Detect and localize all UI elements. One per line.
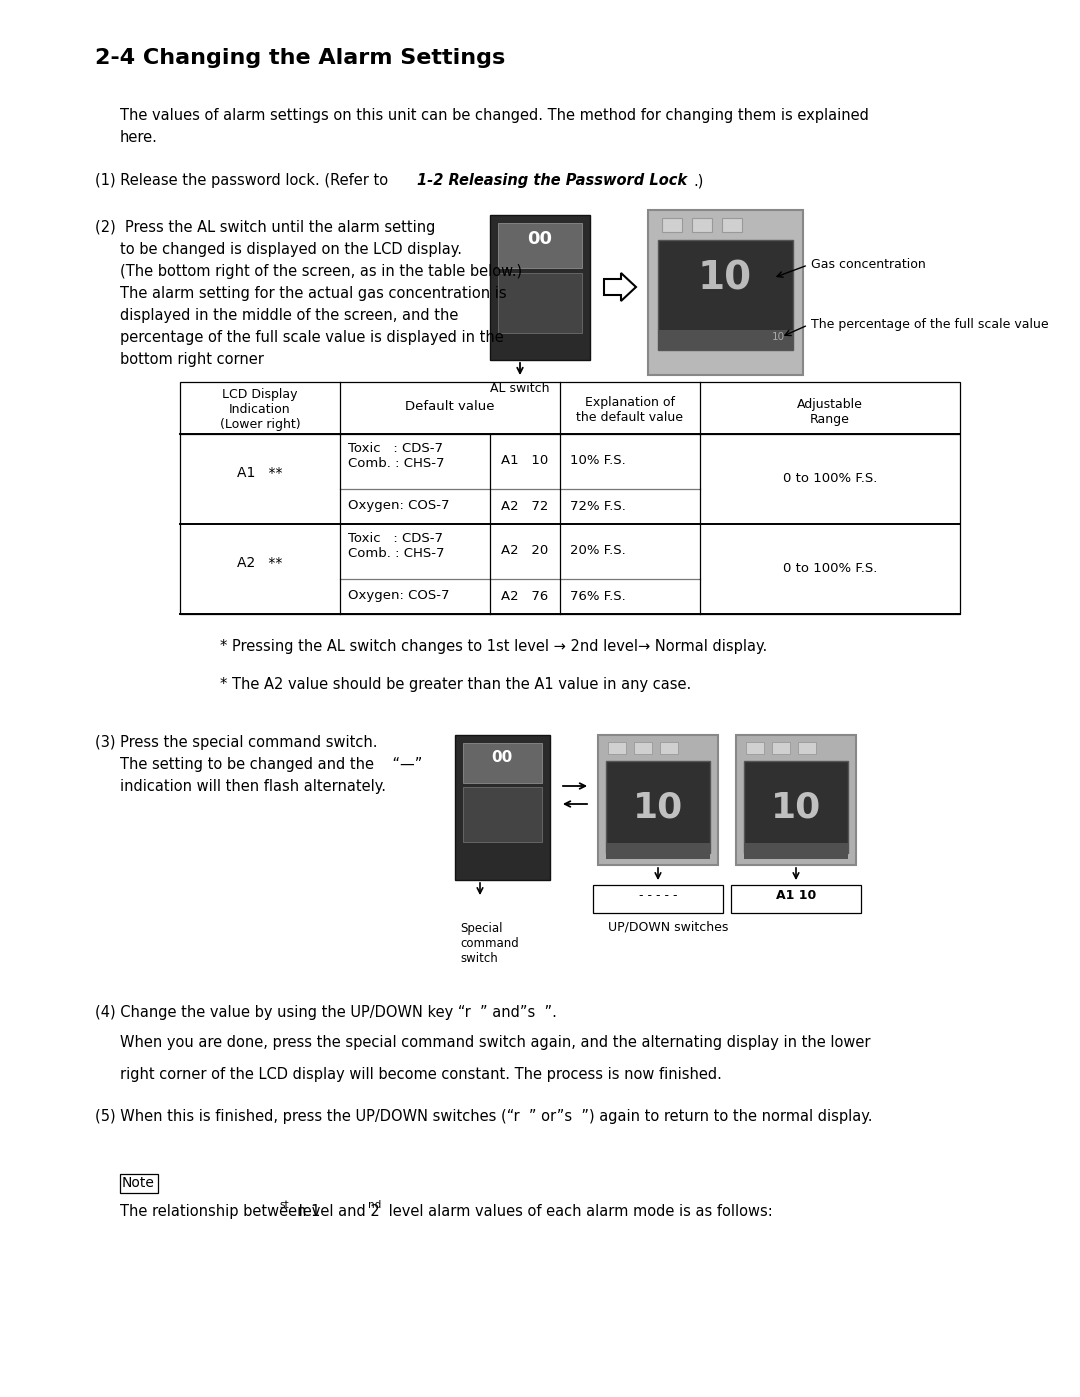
Bar xyxy=(606,842,710,859)
Bar xyxy=(490,215,590,360)
Bar xyxy=(498,224,582,268)
Bar xyxy=(648,210,804,374)
Bar xyxy=(608,742,626,754)
Text: (4) Change the value by using the UP/DOWN key “r  ” and”s  ”.: (4) Change the value by using the UP/DOW… xyxy=(95,1004,557,1020)
Text: percentage of the full scale value is displayed in the: percentage of the full scale value is di… xyxy=(120,330,503,345)
Bar xyxy=(746,742,764,754)
Text: (The bottom right of the screen, as in the table below.): (The bottom right of the screen, as in t… xyxy=(120,264,522,279)
Bar xyxy=(593,886,723,914)
Text: A2   72: A2 72 xyxy=(501,500,549,513)
Text: The values of alarm settings on this unit can be changed. The method for changin: The values of alarm settings on this uni… xyxy=(120,108,869,123)
Text: Oxygen: COS-7: Oxygen: COS-7 xyxy=(348,500,449,513)
Text: 2-4 Changing the Alarm Settings: 2-4 Changing the Alarm Settings xyxy=(95,47,505,68)
Text: A2   76: A2 76 xyxy=(501,590,549,602)
Text: (5) When this is finished, press the UP/DOWN switches (“r  ” or”s  ”) again to r: (5) When this is finished, press the UP/… xyxy=(95,1109,873,1125)
Text: - - - - -: - - - - - xyxy=(638,888,677,902)
Bar xyxy=(455,735,550,880)
Text: A1 10: A1 10 xyxy=(775,888,816,902)
Text: (1) Release the password lock. (Refer to: (1) Release the password lock. (Refer to xyxy=(95,173,393,189)
Text: Note: Note xyxy=(122,1176,154,1190)
Text: A1   **: A1 ** xyxy=(238,467,283,481)
Text: (2)  Press the AL switch until the alarm setting: (2) Press the AL switch until the alarm … xyxy=(95,219,435,235)
Text: 72% F.S.: 72% F.S. xyxy=(570,500,626,513)
Text: here.: here. xyxy=(120,130,158,145)
Text: * Pressing the AL switch changes to 1st level → 2nd level→ Normal display.: * Pressing the AL switch changes to 1st … xyxy=(220,638,767,654)
Text: A1   10: A1 10 xyxy=(501,454,549,468)
Bar xyxy=(180,434,960,615)
Text: indication will then flash alternately.: indication will then flash alternately. xyxy=(120,780,386,793)
Text: Toxic   : CDS-7
Comb. : CHS-7: Toxic : CDS-7 Comb. : CHS-7 xyxy=(348,532,445,560)
Text: to be changed is displayed on the LCD display.: to be changed is displayed on the LCD di… xyxy=(120,242,462,257)
Text: 10: 10 xyxy=(771,332,784,342)
Polygon shape xyxy=(604,272,636,300)
Bar xyxy=(180,381,960,434)
Text: 20% F.S.: 20% F.S. xyxy=(570,545,625,557)
Text: Explanation of
the default value: Explanation of the default value xyxy=(577,395,684,425)
Text: level alarm values of each alarm mode is as follows:: level alarm values of each alarm mode is… xyxy=(383,1204,772,1220)
Text: Special
command
switch: Special command switch xyxy=(460,922,518,965)
Bar xyxy=(606,761,710,854)
Text: 76% F.S.: 76% F.S. xyxy=(570,590,625,602)
Bar xyxy=(744,842,848,859)
Text: bottom right corner: bottom right corner xyxy=(120,352,264,367)
Bar xyxy=(658,330,793,351)
Text: Default value: Default value xyxy=(405,400,495,414)
Text: Adjustable
Range: Adjustable Range xyxy=(797,398,863,426)
Text: A2   **: A2 ** xyxy=(238,556,283,570)
Text: When you are done, press the special command switch again, and the alternating d: When you are done, press the special com… xyxy=(120,1035,870,1051)
Text: * The A2 value should be greater than the A1 value in any case.: * The A2 value should be greater than th… xyxy=(220,678,691,692)
Bar xyxy=(498,272,582,332)
Text: UP/DOWN switches: UP/DOWN switches xyxy=(608,921,728,933)
Text: 10: 10 xyxy=(698,260,752,298)
Bar xyxy=(692,218,712,232)
Text: 10: 10 xyxy=(771,789,821,824)
Text: .): .) xyxy=(693,173,703,189)
Bar xyxy=(798,742,816,754)
Bar xyxy=(634,742,652,754)
Bar xyxy=(731,886,861,914)
Bar xyxy=(772,742,789,754)
Text: The percentage of the full scale value: The percentage of the full scale value xyxy=(811,319,1049,331)
Text: right corner of the LCD display will become constant. The process is now finishe: right corner of the LCD display will bec… xyxy=(120,1067,721,1083)
Text: Oxygen: COS-7: Oxygen: COS-7 xyxy=(348,590,449,602)
Text: The setting to be changed and the    “—”: The setting to be changed and the “—” xyxy=(120,757,422,773)
Text: The alarm setting for the actual gas concentration is: The alarm setting for the actual gas con… xyxy=(120,286,507,300)
Bar xyxy=(463,743,542,782)
Text: LCD Display
Indication
(Lower right): LCD Display Indication (Lower right) xyxy=(219,388,300,432)
Text: 10% F.S.: 10% F.S. xyxy=(570,454,625,468)
Bar xyxy=(662,218,681,232)
Bar xyxy=(723,218,742,232)
Text: The relationship between 1: The relationship between 1 xyxy=(120,1204,321,1220)
Bar xyxy=(735,735,856,865)
Text: level and 2: level and 2 xyxy=(294,1204,380,1220)
Text: 0 to 100% F.S.: 0 to 100% F.S. xyxy=(783,472,877,486)
Text: 00: 00 xyxy=(527,231,553,249)
Text: (3) Press the special command switch.: (3) Press the special command switch. xyxy=(95,735,378,750)
Text: st: st xyxy=(280,1200,289,1210)
Bar xyxy=(120,1173,158,1193)
Bar xyxy=(463,787,542,842)
Text: Toxic   : CDS-7
Comb. : CHS-7: Toxic : CDS-7 Comb. : CHS-7 xyxy=(348,441,445,469)
Text: A2   20: A2 20 xyxy=(501,545,549,557)
Bar xyxy=(658,240,793,351)
Text: 10: 10 xyxy=(633,789,684,824)
Bar xyxy=(744,761,848,854)
Text: 1-2 Releasing the Password Lock: 1-2 Releasing the Password Lock xyxy=(417,173,687,189)
Bar xyxy=(598,735,718,865)
Text: Gas concentration: Gas concentration xyxy=(811,258,926,271)
Text: nd: nd xyxy=(367,1200,381,1210)
Text: AL switch: AL switch xyxy=(490,381,550,395)
Text: displayed in the middle of the screen, and the: displayed in the middle of the screen, a… xyxy=(120,307,458,323)
Bar xyxy=(660,742,678,754)
Text: 00: 00 xyxy=(491,750,513,766)
Text: 0 to 100% F.S.: 0 to 100% F.S. xyxy=(783,563,877,576)
